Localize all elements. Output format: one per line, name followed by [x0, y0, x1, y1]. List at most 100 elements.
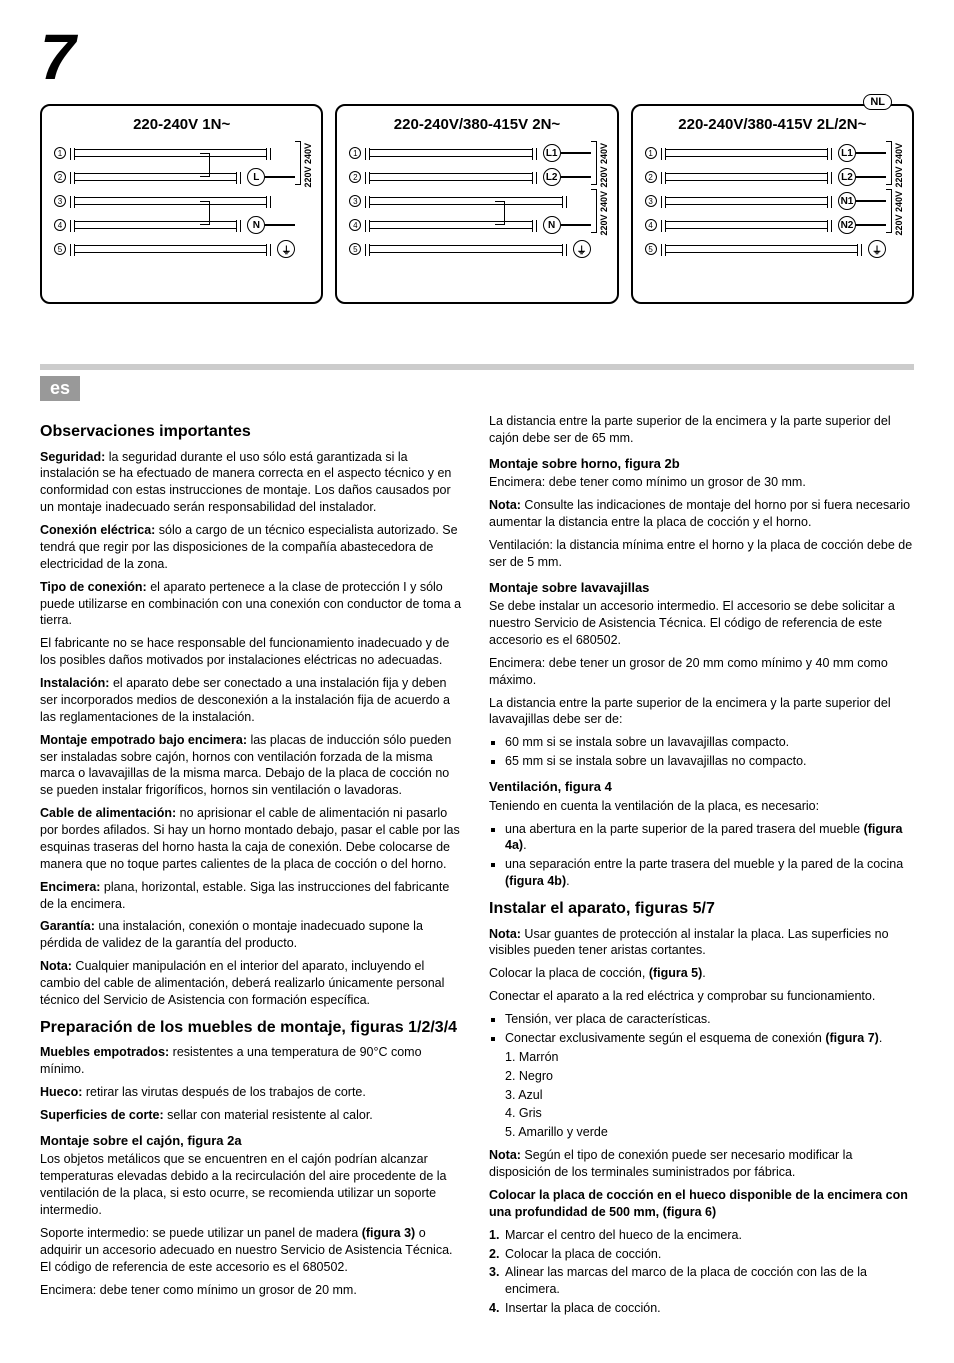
terminal-pin: L	[247, 168, 265, 186]
terminal-bar	[661, 221, 832, 229]
list-item: 65 mm si se instala sobre un lavavajilla…	[505, 753, 914, 770]
terminal-number: 1	[645, 147, 657, 159]
voltage-label: 220V 240V	[599, 143, 609, 188]
terminal-row: 4N	[349, 213, 590, 237]
terminal-bar	[365, 149, 536, 157]
para: Nota: Usar guantes de protección al inst…	[489, 926, 914, 960]
para: Cable de alimentación: no aprisionar el …	[40, 805, 465, 873]
language-tag: es	[40, 376, 80, 401]
wire	[856, 152, 886, 154]
para: Encimera: debe tener como mínimo un gros…	[40, 1282, 465, 1299]
para: Nota: Según el tipo de conexión puede se…	[489, 1147, 914, 1181]
terminal-pin: N2	[838, 216, 856, 234]
para: Nota: Consulte las indicaciones de monta…	[489, 497, 914, 531]
terminal-pin: L1	[838, 144, 856, 162]
para: Los objetos metálicos que se encuentren …	[40, 1151, 465, 1219]
heading-instalar: Instalar el aparato, figuras 5/7	[489, 898, 914, 920]
terminal-number: 4	[645, 219, 657, 231]
terminal-pin: L1	[543, 144, 561, 162]
para: Encimera: debe tener como mínimo un gros…	[489, 474, 914, 491]
terminal-row: 3 N1	[645, 189, 886, 213]
terminal-number: 3	[54, 195, 66, 207]
terminal-number: 3	[349, 195, 361, 207]
para: Colocar la placa de cocción, (figura 5).	[489, 965, 914, 982]
terminal-number: 3	[645, 195, 657, 207]
subheading-2a: Montaje sobre el cajón, figura 2a	[40, 1132, 465, 1150]
terminal-row: 5⏚	[645, 237, 886, 261]
terminal-bar	[661, 245, 862, 253]
wire	[561, 176, 591, 178]
list-item: Tensión, ver placa de características.	[505, 1011, 914, 1028]
wire	[856, 176, 886, 178]
terminal-bar	[661, 197, 832, 205]
terminal-bar	[365, 197, 566, 205]
para: Encimera: debe tener un grosor de 20 mm …	[489, 655, 914, 689]
list-item: 3.Alinear las marcas del marco de la pla…	[489, 1264, 914, 1298]
right-column: La distancia entre la parte superior de …	[489, 413, 914, 1323]
terminal-pin: ⏚	[277, 240, 295, 258]
para: La distancia entre la parte superior de …	[489, 413, 914, 447]
heading-observaciones: Observaciones importantes	[40, 421, 465, 443]
terminal-pin: L2	[838, 168, 856, 186]
terminal-pin: N1	[838, 192, 856, 210]
para: Muebles empotrados: resistentes a una te…	[40, 1044, 465, 1078]
terminal-row: 3	[54, 189, 295, 213]
para: Superficies de corte: sellar con materia…	[40, 1107, 465, 1124]
wire	[561, 152, 591, 154]
para: El fabricante no se hace responsable del…	[40, 635, 465, 669]
para: Conectar el aparato a la red eléctrica y…	[489, 988, 914, 1005]
numbered-list: 1.Marcar el centro del hueco de la encim…	[489, 1227, 914, 1317]
terminal-row: 2 L2	[349, 165, 590, 189]
page-number: 7	[40, 20, 914, 94]
separator-bar	[40, 364, 914, 370]
terminal-row: 1L1	[349, 141, 590, 165]
terminal-number: 4	[54, 219, 66, 231]
terminal-row: 3	[349, 189, 590, 213]
list-item: una separación entre la parte trasera de…	[505, 856, 914, 890]
terminal-pin: L2	[543, 168, 561, 186]
list-item: Conectar exclusivamente según el esquema…	[505, 1030, 914, 1141]
list-item: una abertura en la parte superior de la …	[505, 821, 914, 855]
terminal-number: 1	[54, 147, 66, 159]
terminal-bar	[661, 173, 832, 181]
text-columns: Observaciones importantes Seguridad: la …	[40, 413, 914, 1323]
list-item: 2. Negro	[505, 1068, 914, 1085]
para: Encimera: plana, horizontal, estable. Si…	[40, 879, 465, 913]
terminal-row: 5⏚	[54, 237, 295, 261]
terminal-bar	[365, 245, 566, 253]
para: Se debe instalar un accesorio intermedio…	[489, 598, 914, 649]
terminal-number: 2	[645, 171, 657, 183]
diagram-title: 220-240V/380-415V 2N~	[345, 116, 608, 133]
diagram-title: 220-240V/380-415V 2L/2N~	[641, 116, 904, 133]
left-column: Observaciones importantes Seguridad: la …	[40, 413, 465, 1323]
list-item: 4. Gris	[505, 1105, 914, 1122]
heading-preparacion: Preparación de los muebles de montaje, f…	[40, 1017, 465, 1039]
subheading-ventilacion: Ventilación, figura 4	[489, 778, 914, 796]
terminal-number: 2	[54, 171, 66, 183]
para: La distancia entre la parte superior de …	[489, 695, 914, 729]
terminal-bar	[661, 149, 832, 157]
para: Instalación: el aparato debe ser conecta…	[40, 675, 465, 726]
terminal-number: 4	[349, 219, 361, 231]
para: Soporte intermedio: se puede utilizar un…	[40, 1225, 465, 1276]
terminal-bar	[365, 173, 536, 181]
para: Tipo de conexión: el aparato pertenece a…	[40, 579, 465, 630]
para: Teniendo en cuenta la ventilación de la …	[489, 798, 914, 815]
wire	[265, 176, 295, 178]
para: Ventilación: la distancia mínima entre e…	[489, 537, 914, 571]
terminal-bar	[70, 221, 241, 229]
voltage-label: 220V 240V	[894, 191, 904, 236]
list-item: 1.Marcar el centro del hueco de la encim…	[489, 1227, 914, 1244]
list-item: 2.Colocar la placa de cocción.	[489, 1246, 914, 1263]
para: Montaje empotrado bajo encimera: las pla…	[40, 732, 465, 800]
terminal-pin: N	[543, 216, 561, 234]
list-item: 4.Insertar la placa de cocción.	[489, 1300, 914, 1317]
voltage-label: 220V 240V	[303, 143, 313, 188]
terminal-row: 2L	[54, 165, 295, 189]
terminal-bar	[70, 197, 271, 205]
wiring-diagram: NL220-240V/380-415V 2L/2N~1L12L23N14N25⏚…	[631, 104, 914, 304]
wiring-diagrams-row: 220-240V 1N~12L34N5⏚220V 240V220-240V/38…	[40, 104, 914, 304]
wire	[856, 200, 886, 202]
terminal-number: 2	[349, 171, 361, 183]
list: 60 mm si se instala sobre un lavavajilla…	[489, 734, 914, 770]
